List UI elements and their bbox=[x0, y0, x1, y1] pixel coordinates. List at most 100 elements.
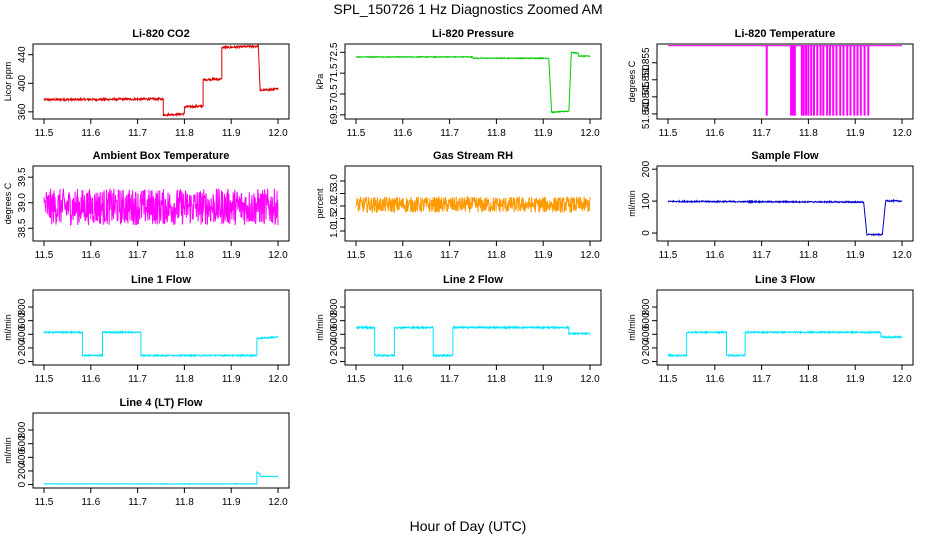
x-tick-label: 11.9 bbox=[534, 250, 553, 261]
x-tick-label: 11.6 bbox=[705, 250, 724, 261]
x-tick-label: 11.8 bbox=[175, 128, 194, 139]
y-axis-label: degrees C bbox=[3, 182, 13, 224]
y-axis-label: ml/min bbox=[627, 314, 637, 341]
y-tick-label: 1.0 bbox=[329, 224, 340, 238]
y-tick-label: 2.5 bbox=[329, 186, 340, 200]
y-tick-label: 600 bbox=[17, 312, 28, 329]
x-tick-label: 11.7 bbox=[128, 374, 147, 385]
y-tick-label: 400 bbox=[17, 326, 28, 343]
y-tick-label: 3.0 bbox=[329, 174, 340, 188]
plot-frame bbox=[32, 165, 290, 242]
x-tick-label: 11.9 bbox=[846, 128, 865, 139]
panel-title: Line 4 (LT) Flow bbox=[120, 397, 203, 409]
x-tick-label: 11.6 bbox=[393, 250, 412, 261]
y-tick-label: 0 bbox=[329, 358, 340, 364]
x-tick-label: 11.9 bbox=[846, 250, 865, 261]
plot-frame bbox=[344, 43, 602, 120]
y-tick-label: 800 bbox=[17, 298, 28, 315]
series bbox=[43, 470, 279, 486]
panels: Li-820 CO2 11.5 11.6 11.7 11.8 11.9 12.0 360 400… bbox=[3, 28, 914, 508]
series bbox=[668, 45, 902, 116]
series-line bbox=[43, 330, 279, 358]
panel-5: Gas Stream RH 11.5 11.6 11.7 11.8 11.9 12.0 1.0… bbox=[315, 150, 602, 261]
y-tick-label: 800 bbox=[17, 421, 28, 438]
series-line bbox=[667, 329, 903, 358]
y-tick-label: 0 bbox=[641, 230, 652, 236]
y-axis-label: ml/min bbox=[3, 314, 13, 341]
x-tick-label: 11.7 bbox=[440, 250, 459, 261]
series-line bbox=[43, 470, 279, 486]
panel-2: Li-820 Pressure 11.5 11.6 11.7 11.8 11.9 12.0 6… bbox=[315, 28, 602, 139]
y-axis-label: percent bbox=[315, 188, 325, 219]
y-tick-label: 1.5 bbox=[329, 211, 340, 225]
y-tick-label: 51.855 bbox=[641, 47, 652, 78]
series bbox=[43, 188, 279, 227]
panel-title: Gas Stream RH bbox=[433, 150, 513, 162]
y-tick-label: 400 bbox=[17, 75, 28, 92]
x-tick-label: 11.5 bbox=[35, 128, 54, 139]
series-line bbox=[355, 51, 591, 114]
y-axis-label: kPa bbox=[315, 74, 325, 90]
x-tick-label: 11.7 bbox=[128, 128, 147, 139]
panel-title: Ambient Box Temperature bbox=[93, 150, 230, 162]
y-axis-label: ml/min bbox=[3, 437, 13, 464]
y-tick-label: 72.5 bbox=[329, 42, 340, 62]
x-tick-label: 11.7 bbox=[440, 374, 459, 385]
panel-1: Li-820 CO2 11.5 11.6 11.7 11.8 11.9 12.0 360 400… bbox=[3, 28, 290, 139]
y-tick-label: 600 bbox=[17, 435, 28, 452]
x-tick-label: 11.7 bbox=[128, 250, 147, 261]
panel-title: Line 1 Flow bbox=[131, 274, 191, 286]
x-tick-label: 11.5 bbox=[659, 128, 678, 139]
x-tick-label: 11.6 bbox=[81, 374, 100, 385]
y-axis-label: ml/min bbox=[315, 314, 325, 341]
panel-10: Line 4 (LT) Flow 11.5 11.6 11.7 11.8 11.9 12.0… bbox=[3, 397, 290, 508]
x-tick-label: 11.5 bbox=[347, 250, 366, 261]
y-tick-label: 38.5 bbox=[17, 218, 28, 238]
x-tick-label: 12.0 bbox=[268, 250, 288, 261]
plot-frame bbox=[32, 289, 290, 366]
plot-frame bbox=[656, 43, 914, 120]
plot-frame bbox=[656, 165, 914, 242]
panel-title: Sample Flow bbox=[751, 150, 819, 162]
x-tick-label: 11.6 bbox=[81, 250, 100, 261]
x-tick-label: 12.0 bbox=[268, 374, 288, 385]
panel-title: Li-820 Temperature bbox=[735, 28, 836, 40]
series-line bbox=[667, 198, 903, 238]
x-tick-label: 11.5 bbox=[659, 250, 678, 261]
y-tick-label: 0 bbox=[17, 358, 28, 364]
x-tick-label: 11.8 bbox=[799, 374, 818, 385]
plot-frame bbox=[344, 165, 602, 242]
x-tick-label: 11.7 bbox=[440, 128, 459, 139]
x-tick-label: 11.9 bbox=[222, 250, 241, 261]
x-tick-label: 11.9 bbox=[222, 497, 241, 508]
y-tick-label: 51.840 bbox=[641, 98, 652, 129]
y-tick-label: 0 bbox=[17, 481, 28, 487]
y-tick-label: 440 bbox=[17, 46, 28, 63]
series-line bbox=[355, 324, 591, 359]
x-tick-label: 12.0 bbox=[268, 128, 288, 139]
x-axis-label: Hour of Day (UTC) bbox=[410, 518, 527, 534]
series bbox=[355, 51, 591, 114]
x-tick-label: 11.8 bbox=[175, 250, 194, 261]
y-tick-label: 800 bbox=[641, 298, 652, 315]
y-tick-label: 69.5 bbox=[329, 105, 340, 125]
panel-4: Ambient Box Temperature 11.5 11.6 11.7 11.8 1… bbox=[3, 150, 290, 261]
y-tick-label: 400 bbox=[641, 326, 652, 343]
x-tick-label: 11.9 bbox=[222, 374, 241, 385]
y-tick-label: 400 bbox=[329, 326, 340, 343]
x-tick-label: 11.9 bbox=[222, 128, 241, 139]
plot-frame bbox=[344, 289, 602, 366]
x-tick-label: 11.9 bbox=[846, 374, 865, 385]
x-tick-label: 11.5 bbox=[35, 250, 54, 261]
panel-title: Line 2 Flow bbox=[443, 274, 503, 286]
panel-3: Li-820 Temperature 11.5 11.6 11.7 11.8 11.9 12… bbox=[627, 28, 914, 139]
x-tick-label: 11.8 bbox=[175, 497, 194, 508]
y-tick-label: 100 bbox=[641, 192, 652, 209]
x-tick-label: 11.8 bbox=[799, 250, 818, 261]
x-tick-label: 11.9 bbox=[534, 374, 553, 385]
x-tick-label: 11.8 bbox=[487, 128, 506, 139]
y-tick-label: 200 bbox=[17, 462, 28, 479]
x-tick-label: 11.6 bbox=[393, 128, 412, 139]
plot-frame bbox=[32, 412, 290, 489]
